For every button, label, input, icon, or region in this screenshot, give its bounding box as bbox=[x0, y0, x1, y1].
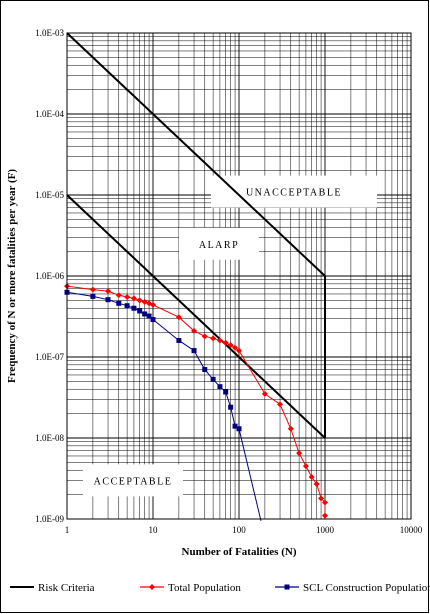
plot-border bbox=[66, 32, 412, 520]
data-point-diamond bbox=[277, 401, 284, 408]
zone-label: ACCEPTABLE bbox=[94, 476, 173, 487]
data-point-diamond bbox=[302, 463, 309, 470]
x-tick-label: 1 bbox=[65, 525, 70, 535]
data-point-diamond bbox=[216, 337, 223, 344]
data-point-diamond bbox=[175, 314, 182, 321]
x-axis-title: Number of Fatalities (N) bbox=[182, 546, 297, 558]
legend-label: Risk Criteria bbox=[38, 582, 95, 594]
legend-item: SCL Construction Population bbox=[275, 582, 430, 594]
zone-label: UNACCEPTABLE bbox=[246, 188, 342, 199]
legend-label: Total Population bbox=[168, 582, 241, 594]
data-point-square bbox=[223, 389, 229, 395]
y-tick-label: 1.0E-07 bbox=[35, 352, 64, 362]
legend-label: SCL Construction Population bbox=[303, 582, 430, 594]
data-point-diamond bbox=[105, 288, 112, 295]
data-point-diamond bbox=[308, 474, 315, 481]
data-point-diamond bbox=[222, 339, 229, 346]
data-point-square bbox=[150, 317, 156, 323]
data-point-diamond bbox=[124, 294, 131, 301]
data-point-square bbox=[210, 376, 216, 382]
series-risk-criteria bbox=[66, 32, 326, 439]
y-tick-labels: 1.0E-09 1.0E-08 1.0E-07 1.0E-06 1.0E-05 1.0E-… bbox=[35, 28, 64, 524]
data-point-diamond bbox=[150, 301, 156, 308]
data-point-diamond bbox=[210, 335, 217, 342]
grid-lines bbox=[66, 33, 411, 520]
legend: Risk Criteria Total Population SCL Constru… bbox=[10, 582, 430, 594]
data-point-diamond bbox=[115, 292, 122, 299]
series-total-population bbox=[64, 283, 328, 519]
data-point-square bbox=[236, 426, 242, 432]
data-point-square bbox=[137, 308, 143, 314]
data-point-diamond bbox=[201, 333, 208, 340]
data-point-square bbox=[105, 297, 111, 303]
y-tick-label: 1.0E-08 bbox=[35, 433, 64, 443]
data-point-square bbox=[228, 404, 234, 410]
data-point-square bbox=[202, 367, 208, 373]
series-layer bbox=[64, 32, 328, 521]
data-point-diamond bbox=[261, 390, 268, 397]
zone-label: ALARP bbox=[199, 240, 239, 251]
data-point-square bbox=[90, 293, 96, 299]
y-tick-label: 1.0E-05 bbox=[35, 190, 64, 200]
legend-item: Total Population bbox=[140, 582, 241, 594]
zone-label-boxes: UNACCEPTABLE ALARP ACCEPTABLE bbox=[83, 175, 377, 497]
series-scl-construction-population bbox=[64, 289, 262, 521]
data-point-diamond bbox=[313, 481, 320, 488]
data-point-square bbox=[131, 305, 137, 311]
data-point-diamond bbox=[136, 297, 143, 304]
data-point-diamond bbox=[130, 295, 137, 302]
data-point-square bbox=[142, 311, 148, 317]
data-point-diamond bbox=[191, 327, 198, 334]
legend-marker-diamond bbox=[149, 584, 155, 590]
risk-criteria-line bbox=[66, 194, 326, 439]
y-tick-label: 1.0E-04 bbox=[35, 109, 64, 119]
data-point-diamond bbox=[287, 425, 294, 432]
data-point-square bbox=[116, 300, 122, 306]
zone-box bbox=[211, 175, 377, 208]
legend-marker-square bbox=[284, 584, 290, 590]
x-tick-label: 1000 bbox=[316, 525, 335, 535]
data-point-square bbox=[146, 313, 152, 319]
x-tick-label: 100 bbox=[232, 525, 246, 535]
zone-box bbox=[83, 464, 183, 497]
x-tick-labels: 1 10 100 1000 10000 bbox=[65, 525, 423, 535]
data-point-diamond bbox=[322, 512, 328, 519]
zone-box bbox=[179, 227, 259, 260]
data-point-diamond bbox=[322, 499, 328, 506]
data-point-square bbox=[176, 337, 182, 343]
y-tick-label: 1.0E-06 bbox=[35, 271, 64, 281]
legend-item: Risk Criteria bbox=[10, 582, 95, 594]
data-point-diamond bbox=[227, 342, 234, 349]
risk-criteria-line bbox=[66, 32, 326, 277]
data-point-diamond bbox=[318, 495, 325, 502]
y-axis-title: Frequency of N or more fatalities per ye… bbox=[6, 169, 18, 383]
data-point-diamond bbox=[232, 344, 239, 351]
data-point-square bbox=[191, 348, 197, 354]
y-tick-label: 1.0E-03 bbox=[35, 28, 64, 38]
data-point-square bbox=[124, 303, 130, 309]
x-tick-label: 10 bbox=[149, 525, 159, 535]
data-point-diamond bbox=[236, 347, 242, 354]
data-point-diamond bbox=[296, 450, 303, 457]
y-tick-label: 1.0E-09 bbox=[35, 514, 64, 524]
data-point-square bbox=[217, 384, 223, 390]
data-point-diamond bbox=[89, 286, 96, 293]
x-tick-label: 10000 bbox=[400, 525, 423, 535]
data-point-square bbox=[232, 423, 238, 429]
series-tail-line bbox=[238, 428, 262, 521]
